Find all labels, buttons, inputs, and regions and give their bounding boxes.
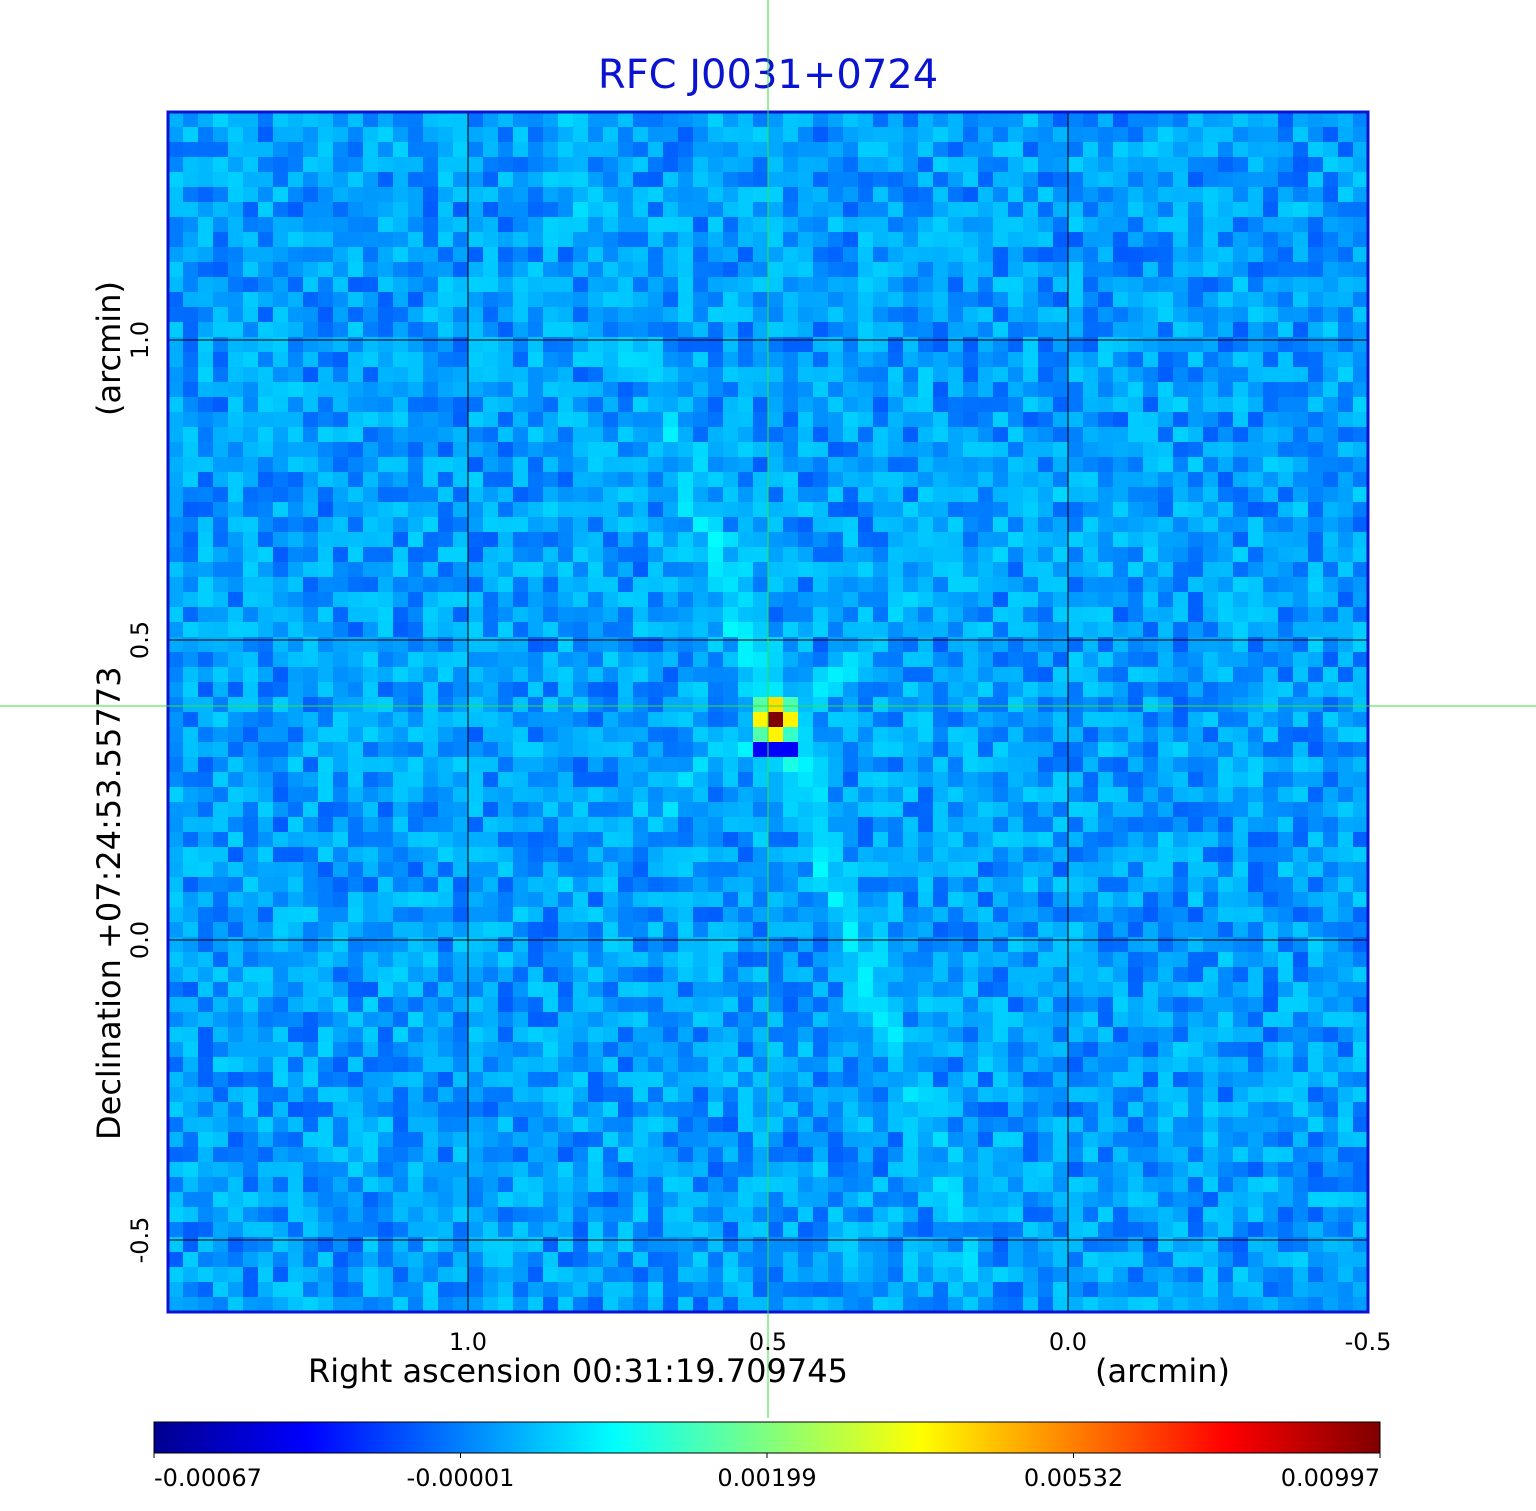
y-axis-unit: (arcmin) xyxy=(90,281,128,416)
x-tick-label: -0.5 xyxy=(1345,1328,1392,1356)
x-axis-label: Right ascension 00:31:19.709745 xyxy=(308,1352,848,1390)
crosshair xyxy=(0,0,1536,1418)
y-tick-labels: 1.0 0.5 0.0 -0.5 xyxy=(126,321,154,1264)
colorbar-tick-label: 0.00532 xyxy=(1024,1464,1123,1492)
x-axis-unit: (arcmin) xyxy=(1095,1352,1230,1390)
x-tick-label: 0.5 xyxy=(749,1328,787,1356)
colorbar-tick-label: 0.00997 xyxy=(1281,1464,1380,1492)
colorbar-tick-label: -0.00067 xyxy=(154,1464,262,1492)
y-tick-label: -0.5 xyxy=(126,1217,154,1264)
x-tick-label: 1.0 xyxy=(449,1328,487,1356)
colorbar-tick-label: -0.00001 xyxy=(407,1464,515,1492)
y-tick-label: 1.0 xyxy=(126,321,154,359)
colorbar-tick-labels: -0.00067 -0.00001 0.00199 0.00532 0.00997 xyxy=(153,1453,1381,1492)
colorbar xyxy=(153,1421,1381,1454)
y-axis-label: Declination +07:24:53.55773 xyxy=(90,666,128,1140)
x-tick-label: 0.0 xyxy=(1049,1328,1087,1356)
colorbar-tick-label: 0.00199 xyxy=(717,1464,816,1492)
y-tick-label: 0.5 xyxy=(126,621,154,659)
y-tick-label: 0.0 xyxy=(126,921,154,959)
x-tick-labels: 1.0 0.5 0.0 -0.5 xyxy=(449,1328,1392,1356)
